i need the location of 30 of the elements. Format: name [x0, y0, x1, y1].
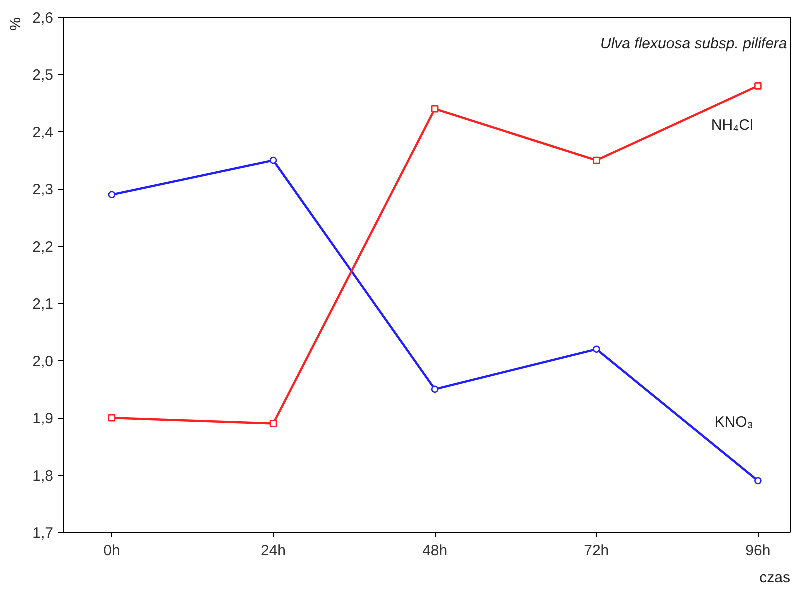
- y-tick-label: 2,4: [32, 124, 54, 142]
- x-tick-label: 48h: [422, 542, 448, 560]
- point: [431, 386, 439, 394]
- x-tick-label: 0h: [104, 542, 120, 560]
- point: [754, 477, 762, 485]
- point: [108, 414, 116, 422]
- x-axis-title: czas: [760, 570, 790, 586]
- y-tick-label: 1,8: [32, 468, 54, 485]
- point: [270, 420, 278, 428]
- point: [108, 191, 116, 199]
- x-tick-label: 96h: [746, 542, 771, 560]
- x-tick-label: 24h: [261, 542, 286, 560]
- y-axis-title: %: [8, 17, 24, 31]
- point: [270, 156, 278, 164]
- text: Ulva flexuosa subsp. pilifera: [600, 36, 788, 52]
- y-tick-label: 1,7: [32, 525, 54, 542]
- y-tick-label: 2,2: [32, 238, 54, 256]
- series-label: KNO₃: [714, 414, 754, 431]
- point: [592, 156, 600, 164]
- y-tick-label: 2,3: [32, 182, 54, 199]
- point: [431, 105, 439, 113]
- series-label: NH₄Cl: [711, 117, 754, 134]
- point: [592, 346, 600, 354]
- y-tick-label: 2,5: [32, 67, 54, 84]
- y-tick-label: 2,6: [32, 10, 54, 27]
- y-tick-label: 2,1: [32, 296, 54, 314]
- point: [754, 82, 762, 90]
- x-tick-label: 72h: [584, 542, 610, 560]
- y-tick-label: 2,0: [32, 353, 54, 370]
- y-tick-label: 1,9: [32, 410, 54, 428]
